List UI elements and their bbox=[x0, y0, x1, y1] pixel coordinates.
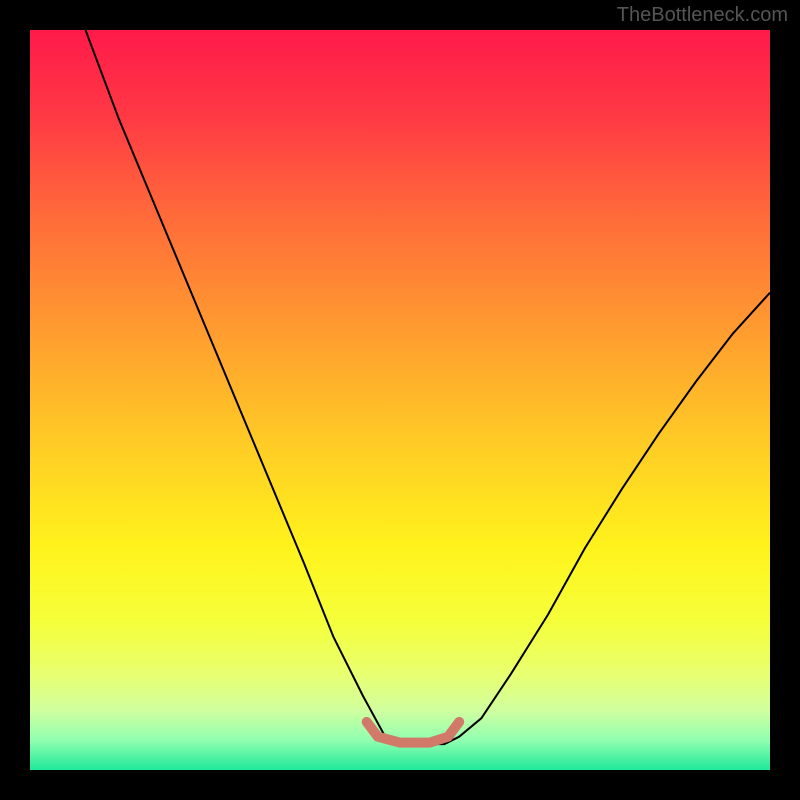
bottleneck-curve bbox=[86, 30, 771, 744]
plot-area bbox=[30, 30, 770, 770]
curve-overlay bbox=[30, 30, 770, 770]
watermark-text: TheBottleneck.com bbox=[617, 4, 788, 27]
bottom-marker bbox=[367, 722, 460, 743]
chart-container: TheBottleneck.com bbox=[0, 0, 800, 800]
